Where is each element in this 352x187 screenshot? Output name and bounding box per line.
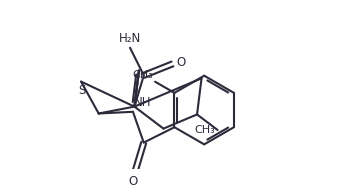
Text: S: S	[78, 84, 86, 97]
Text: O: O	[176, 56, 186, 70]
Text: NH: NH	[134, 96, 151, 109]
Text: CH₃: CH₃	[133, 70, 153, 80]
Text: H₂N: H₂N	[119, 32, 141, 45]
Text: CH₃: CH₃	[194, 125, 215, 135]
Text: O: O	[128, 175, 138, 187]
